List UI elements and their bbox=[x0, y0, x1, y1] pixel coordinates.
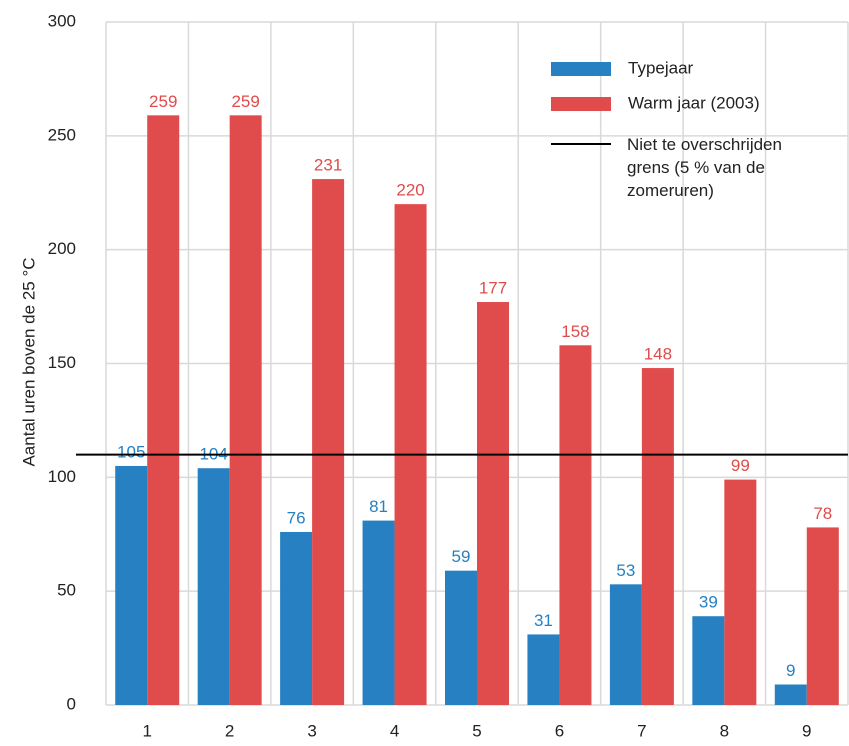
bar bbox=[527, 634, 560, 705]
y-tick-label: 0 bbox=[67, 694, 76, 713]
legend-swatch bbox=[551, 62, 611, 76]
data-label: 99 bbox=[731, 456, 750, 475]
bar bbox=[724, 479, 757, 705]
x-tick-label: 3 bbox=[307, 721, 316, 740]
data-label: 81 bbox=[369, 497, 388, 516]
x-tick-label: 7 bbox=[637, 721, 646, 740]
data-label: 220 bbox=[396, 181, 424, 200]
bar bbox=[609, 584, 642, 705]
x-tick-label: 4 bbox=[390, 721, 399, 740]
data-label: 59 bbox=[452, 547, 471, 566]
data-label: 177 bbox=[479, 279, 507, 298]
bar bbox=[115, 465, 148, 705]
bar bbox=[477, 302, 509, 705]
data-label: 31 bbox=[534, 611, 553, 630]
data-label: 259 bbox=[149, 92, 177, 111]
data-label: 53 bbox=[616, 561, 635, 580]
bar bbox=[774, 684, 807, 705]
data-label: 105 bbox=[117, 442, 145, 461]
x-tick-label: 6 bbox=[555, 721, 564, 740]
data-label: 76 bbox=[287, 508, 306, 527]
data-label: 39 bbox=[699, 593, 718, 612]
x-tick-label: 5 bbox=[472, 721, 481, 740]
x-tick-label: 8 bbox=[720, 721, 729, 740]
x-tick-label: 2 bbox=[225, 721, 234, 740]
y-tick-label: 150 bbox=[48, 353, 76, 372]
x-tick-label: 1 bbox=[142, 721, 151, 740]
legend-label: Niet te overschrijden grens (5 % van de … bbox=[627, 135, 782, 200]
bar bbox=[280, 531, 313, 705]
data-label: 78 bbox=[813, 504, 832, 523]
bar bbox=[445, 570, 477, 705]
x-tick-label: 9 bbox=[802, 721, 811, 740]
bar bbox=[806, 527, 839, 705]
bar bbox=[362, 520, 395, 705]
data-label: 148 bbox=[644, 345, 672, 364]
y-tick-label: 300 bbox=[48, 11, 76, 30]
y-tick-label: 100 bbox=[48, 467, 76, 486]
bar bbox=[229, 115, 262, 706]
y-tick-label: 250 bbox=[48, 125, 76, 144]
legend-swatch bbox=[551, 97, 611, 111]
bar bbox=[147, 115, 180, 706]
y-tick-label: 50 bbox=[57, 581, 76, 600]
data-label: 9 bbox=[786, 661, 795, 680]
legend-label: Typejaar bbox=[628, 58, 694, 77]
bar bbox=[197, 468, 230, 705]
data-label: 158 bbox=[561, 322, 589, 341]
bar bbox=[559, 345, 592, 705]
bar bbox=[312, 179, 345, 706]
y-axis-label: Aantal uren boven de 25 °C bbox=[19, 257, 38, 466]
legend-label: Warm jaar (2003) bbox=[628, 93, 760, 112]
data-label: 231 bbox=[314, 156, 342, 175]
bar bbox=[641, 368, 674, 705]
data-label: 259 bbox=[231, 92, 259, 111]
y-tick-label: 200 bbox=[48, 239, 76, 258]
bar bbox=[692, 616, 725, 705]
